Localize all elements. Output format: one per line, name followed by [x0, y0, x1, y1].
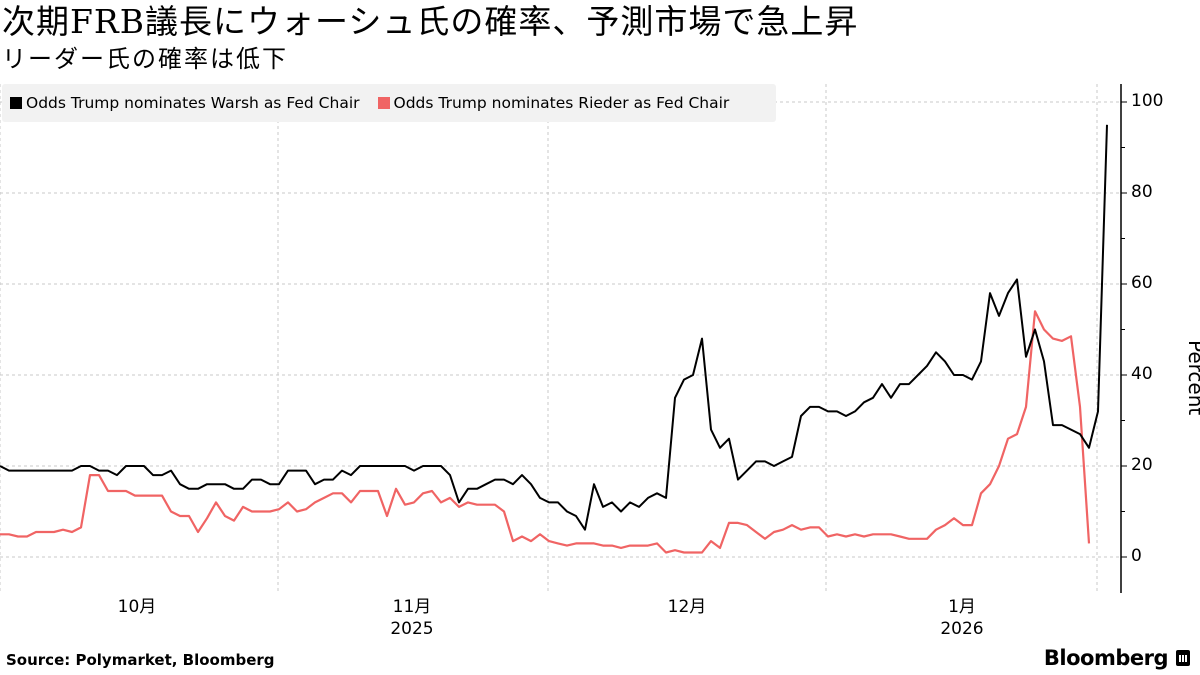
x-tick-year-2025: 2025: [390, 619, 434, 639]
y-axis: [1120, 84, 1127, 593]
source-note: Source: Polymarket, Bloomberg: [6, 651, 275, 669]
y-tick-60: 60: [1131, 273, 1153, 293]
rieder-series-line: [0, 310, 1091, 554]
chart-title: 次期FRB議長にウォーシュ氏の確率、予測市場で急上昇: [2, 2, 859, 41]
legend-label-rieder: Odds Trump nominates Rieder as Fed Chair: [393, 94, 730, 112]
y-tick-80: 80: [1131, 182, 1153, 202]
x-tick-nov: 11月 2025: [372, 596, 452, 640]
legend-swatch-rieder-icon: [377, 97, 390, 109]
y-tick-40: 40: [1131, 364, 1153, 384]
legend-swatch-warsh-icon: [10, 97, 22, 109]
bloomberg-wordmark: Bloomberg: [1043, 646, 1169, 670]
gridlines: [0, 84, 1121, 593]
x-tick-dec: 12月: [647, 596, 727, 618]
chart-subtitle: リーダー氏の確率は低下: [2, 45, 288, 73]
x-tick-jan: 1月 2026: [922, 596, 1002, 640]
warsh-series-line: [0, 124, 1108, 531]
legend-item-warsh: Odds Trump nominates Warsh as Fed Chair: [10, 94, 360, 112]
x-tick-oct-label: 10月: [117, 597, 157, 617]
x-tick-nov-label: 11月: [392, 597, 432, 617]
x-tick-dec-label: 12月: [667, 597, 707, 617]
y-tick-20: 20: [1131, 455, 1153, 475]
legend-label-warsh: Odds Trump nominates Warsh as Fed Chair: [26, 94, 360, 112]
x-tick-oct: 10月: [97, 596, 177, 618]
x-tick-jan-label: 1月: [948, 597, 976, 617]
bloomberg-logo: Bloomberg: [1044, 646, 1190, 670]
y-tick-100: 100: [1131, 91, 1164, 111]
y-tick-0: 0: [1131, 546, 1142, 566]
legend-item-rieder: Odds Trump nominates Rieder as Fed Chair: [377, 94, 730, 112]
bloomberg-chart-icon: [1176, 650, 1190, 666]
legend: Odds Trump nominates Warsh as Fed Chair …: [2, 84, 776, 122]
x-tick-year-2026: 2026: [940, 619, 984, 639]
